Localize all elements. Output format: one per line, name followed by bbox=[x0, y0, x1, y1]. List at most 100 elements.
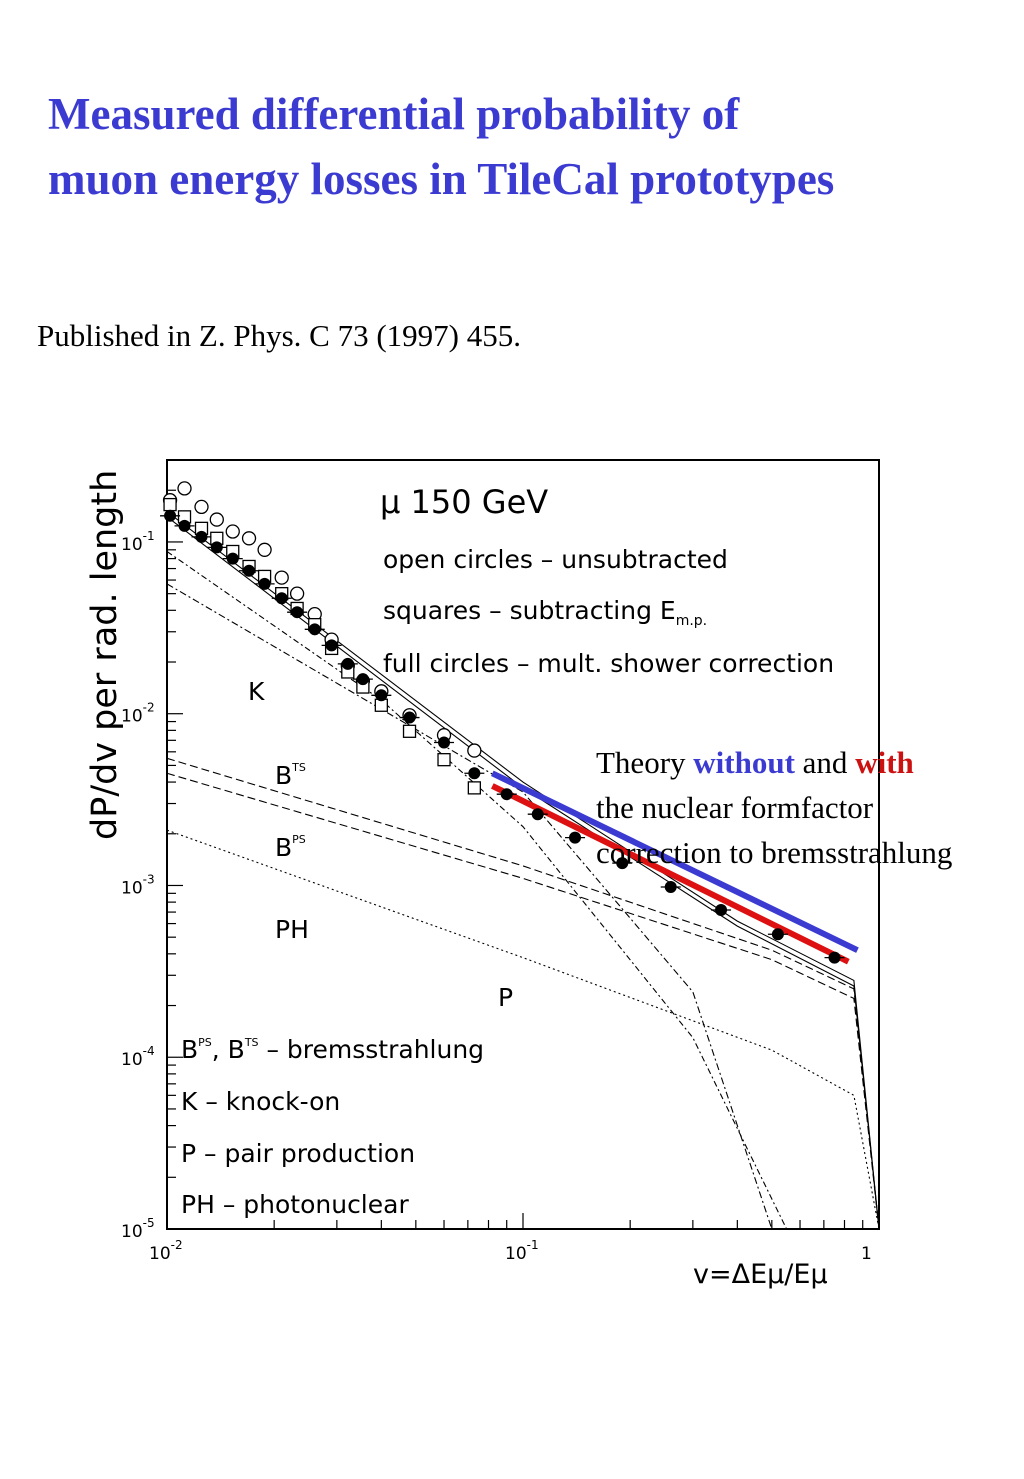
theory-line-with bbox=[490, 783, 850, 965]
curve-label-bps-letter: B bbox=[275, 833, 292, 862]
slide-title-line-1: Measured differential probability of bbox=[48, 89, 740, 139]
y-tick-label: 10-5 bbox=[121, 1216, 155, 1242]
theory-note-with: with bbox=[855, 745, 914, 780]
legend-squares-text: squares – subtracting E bbox=[383, 596, 676, 625]
y-tick-label-exp: -4 bbox=[143, 1044, 155, 1058]
full-circle-point bbox=[715, 903, 728, 916]
open-circle-point bbox=[225, 524, 240, 539]
curve-label-k: K bbox=[248, 677, 265, 706]
curve-total-2 bbox=[166, 516, 880, 1230]
open-square-point bbox=[163, 497, 177, 512]
curve-label-p: P bbox=[498, 983, 513, 1012]
full-circle-point bbox=[438, 736, 451, 749]
curve-label-bts-letter: B bbox=[275, 761, 292, 790]
theory-note-text-b: and bbox=[794, 745, 856, 780]
curve-label-ph: PH bbox=[275, 915, 309, 944]
full-circle-point bbox=[616, 857, 629, 870]
x-tick-label-exp: -1 bbox=[527, 1238, 539, 1252]
y-axis-label: dP/dv per rad. length bbox=[85, 470, 125, 840]
y-tick-label-base: 10 bbox=[121, 1050, 143, 1070]
open-circle-point bbox=[467, 743, 482, 758]
y-tick-label-base: 10 bbox=[121, 878, 143, 898]
axis-ticks: 10-2 10-1 110-110-210-310-410-5 bbox=[121, 489, 872, 1264]
x-tick-label-exp: -2 bbox=[171, 1238, 183, 1252]
y-tick-label-base: 10 bbox=[121, 707, 143, 727]
component-curves bbox=[166, 511, 880, 1230]
y-tick-label-exp: -1 bbox=[143, 529, 155, 543]
curve-label-bts: BTS bbox=[275, 761, 306, 790]
energy-label: μ 150 GeV bbox=[380, 483, 548, 521]
open-circle-point bbox=[194, 499, 209, 515]
y-tick-label-exp: -3 bbox=[143, 872, 155, 886]
curve-ph bbox=[166, 829, 880, 1230]
curve-bps bbox=[166, 772, 880, 1230]
theory-note-line-3: correction to bremsstrahlung bbox=[596, 835, 953, 870]
citation: Published in Z. Phys. C 73 (1997) 455. bbox=[37, 318, 521, 353]
full-circle-point bbox=[164, 509, 177, 522]
full-circle-point bbox=[243, 564, 256, 577]
x-tick-label-base: 10 bbox=[149, 1244, 171, 1264]
legend-brems-c: – bremsstrahlung bbox=[259, 1035, 485, 1064]
open-circle-point bbox=[289, 586, 305, 601]
open-circle-point bbox=[257, 542, 272, 557]
open-square-point bbox=[402, 724, 417, 738]
legend-knock-on: K – knock-on bbox=[181, 1087, 340, 1116]
theory-note-without: without bbox=[693, 745, 795, 780]
x-tick-label-base: 1 bbox=[861, 1244, 872, 1264]
full-circle-point bbox=[771, 928, 784, 941]
open-circle-point bbox=[241, 531, 257, 546]
x-tick-label: 1 bbox=[861, 1244, 872, 1264]
x-tick-label: 10-2 bbox=[149, 1238, 183, 1264]
legend-pair-production: P – pair production bbox=[181, 1139, 415, 1168]
slide-title: Measured differential probability of muo… bbox=[48, 82, 1008, 212]
full-circle-point bbox=[308, 623, 321, 636]
legend-bremsstrahlung: BPS, BTS – bremsstrahlung bbox=[181, 1035, 484, 1064]
legend-brems-b: , B bbox=[212, 1035, 245, 1064]
curve-label-bts-sup: TS bbox=[291, 761, 306, 774]
full-circle-point bbox=[403, 711, 416, 724]
data-points bbox=[160, 481, 845, 964]
legend-open-circles: open circles – unsubtracted bbox=[383, 545, 728, 574]
theory-note: Theory without and with the nuclear form… bbox=[596, 740, 1024, 875]
y-tick-label: 10-1 bbox=[121, 529, 155, 555]
theory-note-line-2: the nuclear formfactor bbox=[596, 790, 874, 825]
y-tick-label-base: 10 bbox=[121, 1222, 143, 1242]
full-circle-point bbox=[210, 541, 223, 554]
x-tick-label: 10-1 bbox=[505, 1238, 539, 1264]
full-circle-point bbox=[178, 519, 191, 532]
x-axis-label: v=ΔEμ/Eμ bbox=[693, 1259, 828, 1290]
open-square-point bbox=[437, 753, 451, 767]
curve-k bbox=[166, 551, 788, 1230]
full-circle-point bbox=[569, 831, 582, 844]
full-circle-point bbox=[275, 592, 288, 605]
theory-note-line-1: Theory without and with bbox=[596, 740, 1024, 785]
y-tick-label-exp: -5 bbox=[143, 1216, 155, 1230]
legend-brems-a: B bbox=[181, 1035, 198, 1064]
full-circle-point bbox=[356, 673, 369, 686]
full-circle-point bbox=[500, 788, 513, 801]
full-circle-point bbox=[226, 552, 239, 565]
y-tick-label: 10-3 bbox=[121, 872, 155, 898]
y-tick-label-base: 10 bbox=[121, 535, 143, 555]
legend-squares-subscript: m.p. bbox=[676, 613, 707, 629]
x-tick-label-base: 10 bbox=[505, 1244, 527, 1264]
open-circle-point bbox=[209, 512, 224, 527]
y-tick-label-exp: -2 bbox=[143, 701, 155, 715]
theory-lines bbox=[490, 770, 859, 965]
full-circle-point bbox=[195, 530, 208, 543]
full-circle-point bbox=[291, 606, 304, 619]
theory-note-text-a: Theory bbox=[596, 745, 694, 780]
legend-photonuclear: PH – photonuclear bbox=[181, 1190, 409, 1219]
legend-brems-b-sup: TS bbox=[244, 1036, 259, 1049]
full-circle-point bbox=[325, 639, 338, 652]
open-square-point bbox=[467, 781, 481, 795]
curve-p bbox=[166, 583, 773, 1230]
legend-brems-a-sup: PS bbox=[198, 1036, 212, 1049]
theory-line-without bbox=[491, 770, 859, 953]
full-circle-point bbox=[375, 689, 388, 702]
slide-title-line-2: muon energy losses in TileCal prototypes bbox=[48, 154, 835, 204]
y-tick-label: 10-4 bbox=[121, 1044, 155, 1070]
open-circle-point bbox=[177, 481, 192, 496]
legend-squares: squares – subtracting Em.p. bbox=[383, 596, 707, 629]
